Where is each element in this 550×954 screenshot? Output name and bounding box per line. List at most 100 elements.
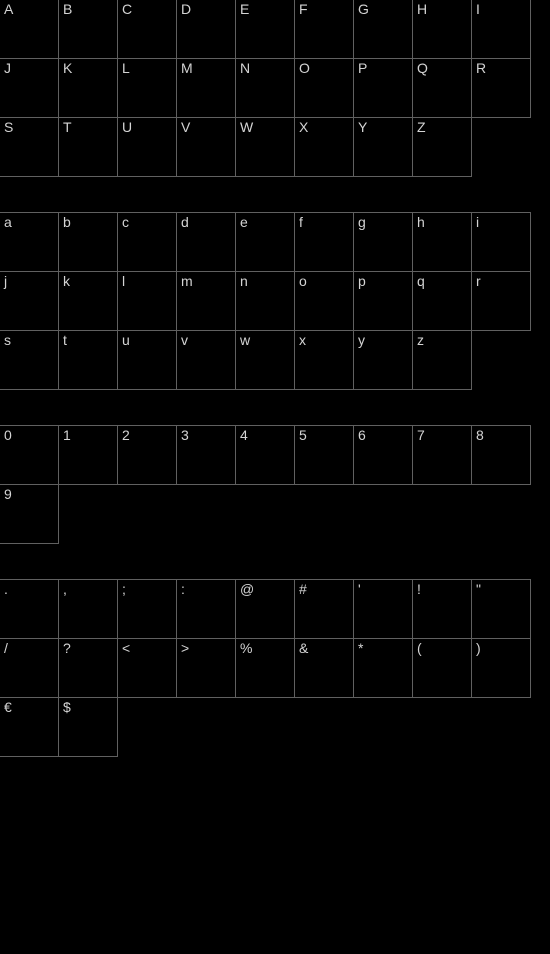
glyph-cell: W xyxy=(235,117,295,177)
glyph: K xyxy=(63,61,72,75)
glyph: ' xyxy=(358,582,361,596)
glyph-cell: 2 xyxy=(117,425,177,485)
glyph-cell: z xyxy=(412,330,472,390)
glyph-cell: & xyxy=(294,638,354,698)
glyph: 8 xyxy=(476,428,484,442)
glyph: F xyxy=(299,2,308,16)
glyph-cell: G xyxy=(353,0,413,59)
glyph: / xyxy=(4,641,8,655)
glyph-cell: > xyxy=(176,638,236,698)
glyph-cell: 7 xyxy=(412,425,472,485)
glyph: ( xyxy=(417,641,422,655)
glyph-cell: e xyxy=(235,212,295,272)
glyph: S xyxy=(4,120,13,134)
glyph-cell: € xyxy=(0,697,59,757)
glyph: g xyxy=(358,215,366,229)
glyph-cell: w xyxy=(235,330,295,390)
glyph-cell: ! xyxy=(412,579,472,639)
glyph-cell: F xyxy=(294,0,354,59)
glyph: i xyxy=(476,215,479,229)
glyph-cell: h xyxy=(412,212,472,272)
glyph-cell: V xyxy=(176,117,236,177)
glyph: > xyxy=(181,641,189,655)
glyph: * xyxy=(358,641,363,655)
glyph-cell: 9 xyxy=(0,484,59,544)
section-digits: 0123456789 xyxy=(0,426,550,544)
glyph-grid: ABCDEFGHIJKLMNOPQRSTUVWXYZ xyxy=(0,0,540,177)
glyph-cell: A xyxy=(0,0,59,59)
glyph-cell: ' xyxy=(353,579,413,639)
glyph: t xyxy=(63,333,67,347)
glyph-cell: " xyxy=(471,579,531,639)
glyph: D xyxy=(181,2,191,16)
glyph: u xyxy=(122,333,130,347)
glyph: T xyxy=(63,120,72,134)
glyph-cell: U xyxy=(117,117,177,177)
glyph: Z xyxy=(417,120,426,134)
glyph-cell: 5 xyxy=(294,425,354,485)
glyph-cell: S xyxy=(0,117,59,177)
glyph: 1 xyxy=(63,428,71,442)
glyph: O xyxy=(299,61,310,75)
glyph: C xyxy=(122,2,132,16)
glyph: 2 xyxy=(122,428,130,442)
glyph: W xyxy=(240,120,253,134)
glyph: H xyxy=(417,2,427,16)
glyph-cell: r xyxy=(471,271,531,331)
glyph: p xyxy=(358,274,366,288)
glyph: € xyxy=(4,700,12,714)
glyph: E xyxy=(240,2,249,16)
glyph-cell: 3 xyxy=(176,425,236,485)
glyph-cell: l xyxy=(117,271,177,331)
glyph: 0 xyxy=(4,428,12,442)
section-lowercase: abcdefghijklmnopqrstuvwxyz xyxy=(0,213,550,390)
glyph: l xyxy=(122,274,125,288)
glyph-cell: ? xyxy=(58,638,118,698)
glyph-cell: Y xyxy=(353,117,413,177)
glyph: a xyxy=(4,215,12,229)
glyph-cell: y xyxy=(353,330,413,390)
glyph-cell: @ xyxy=(235,579,295,639)
glyph: L xyxy=(122,61,130,75)
glyph: x xyxy=(299,333,306,347)
glyph: v xyxy=(181,333,188,347)
glyph-cell: o xyxy=(294,271,354,331)
glyph: m xyxy=(181,274,193,288)
glyph-cell: g xyxy=(353,212,413,272)
glyph-cell: j xyxy=(0,271,59,331)
glyph-cell: # xyxy=(294,579,354,639)
glyph-cell: q xyxy=(412,271,472,331)
glyph-cell: X xyxy=(294,117,354,177)
glyph-cell: 0 xyxy=(0,425,59,485)
glyph-cell: t xyxy=(58,330,118,390)
glyph-cell: n xyxy=(235,271,295,331)
glyph-cell: x xyxy=(294,330,354,390)
glyph-cell: , xyxy=(58,579,118,639)
glyph-cell: M xyxy=(176,58,236,118)
glyph-cell: 1 xyxy=(58,425,118,485)
glyph: y xyxy=(358,333,365,347)
glyph-grid: abcdefghijklmnopqrstuvwxyz xyxy=(0,213,540,390)
glyph: I xyxy=(476,2,480,16)
glyph: < xyxy=(122,641,130,655)
glyph: b xyxy=(63,215,71,229)
glyph-cell: K xyxy=(58,58,118,118)
glyph-cell: ) xyxy=(471,638,531,698)
glyph: : xyxy=(181,582,185,596)
glyph-cell: d xyxy=(176,212,236,272)
glyph-cell: c xyxy=(117,212,177,272)
glyph-cell: O xyxy=(294,58,354,118)
glyph: P xyxy=(358,61,367,75)
section-symbols: .,;:@#'!"/?<>%&*()€$ xyxy=(0,580,550,757)
glyph: z xyxy=(417,333,424,347)
glyph: 4 xyxy=(240,428,248,442)
glyph-cell: ; xyxy=(117,579,177,639)
glyph: M xyxy=(181,61,193,75)
glyph-cell: P xyxy=(353,58,413,118)
glyph-cell: C xyxy=(117,0,177,59)
glyph-cell: D xyxy=(176,0,236,59)
glyph: f xyxy=(299,215,303,229)
glyph: s xyxy=(4,333,11,347)
glyph-cell: v xyxy=(176,330,236,390)
glyph-cell: T xyxy=(58,117,118,177)
